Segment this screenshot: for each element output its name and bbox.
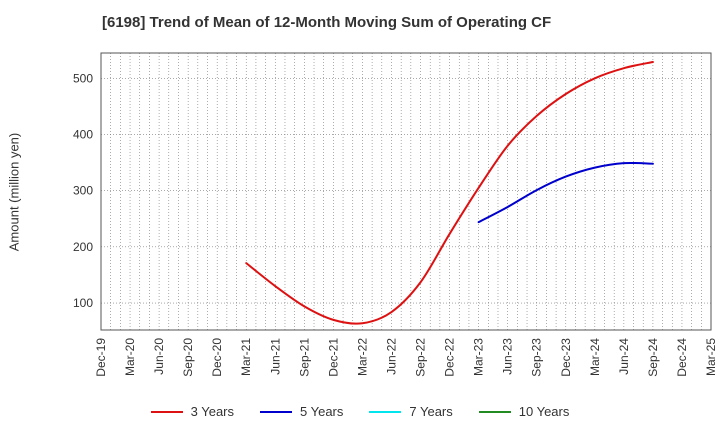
x-tick-label: Dec-19 bbox=[94, 338, 108, 377]
legend-label: 7 Years bbox=[409, 404, 453, 419]
legend-item: 3 Years bbox=[150, 404, 234, 419]
x-tick-label: Jun-24 bbox=[617, 338, 631, 375]
legend-swatch bbox=[150, 410, 183, 413]
x-tick-label: Sep-23 bbox=[530, 338, 544, 377]
x-tick-label: Dec-22 bbox=[443, 338, 457, 377]
x-tick-label: Dec-20 bbox=[210, 338, 224, 377]
x-tick-label: Sep-24 bbox=[646, 338, 660, 377]
x-tick-label: Mar-24 bbox=[588, 338, 602, 376]
x-tick-label: Mar-25 bbox=[704, 338, 718, 376]
x-tick-label: Mar-23 bbox=[472, 338, 486, 376]
chart-title: [6198] Trend of Mean of 12-Month Moving … bbox=[102, 14, 552, 31]
y-tick-label: 200 bbox=[73, 240, 93, 254]
series-line-5-years bbox=[477, 161, 654, 224]
x-tick-label: Mar-21 bbox=[239, 338, 253, 376]
x-tick-label: Dec-21 bbox=[326, 338, 340, 377]
legend: 3 Years 5 Years 7 Years 10 Years bbox=[0, 404, 720, 419]
x-tick-label: Dec-24 bbox=[675, 338, 689, 377]
x-tick-label: Sep-21 bbox=[297, 338, 311, 377]
y-tick-label: 300 bbox=[73, 184, 93, 198]
x-tick-label: Mar-22 bbox=[355, 338, 369, 376]
x-tick-label: Jun-21 bbox=[268, 338, 282, 375]
plot-frame bbox=[100, 52, 712, 331]
x-tick-label: Sep-22 bbox=[414, 338, 428, 377]
legend-item: 5 Years bbox=[260, 404, 343, 419]
x-tick-label: Sep-20 bbox=[181, 338, 195, 377]
x-tick-label: Dec-23 bbox=[559, 338, 573, 377]
series-line-3-years bbox=[245, 60, 654, 325]
legend-swatch bbox=[260, 410, 292, 413]
legend-swatch bbox=[369, 410, 402, 413]
y-tick-label: 500 bbox=[73, 71, 93, 85]
legend-label: 10 Years bbox=[518, 404, 570, 419]
y-tick-label: 400 bbox=[73, 127, 93, 141]
legend-label: 3 Years bbox=[190, 404, 234, 419]
legend-item: 7 Years bbox=[369, 404, 453, 419]
x-tick-label: Mar-20 bbox=[123, 338, 137, 376]
y-tick-label: 100 bbox=[73, 296, 93, 310]
x-tick-label: Jun-23 bbox=[501, 338, 515, 375]
x-tick-label: Jun-22 bbox=[384, 338, 398, 375]
legend-label: 5 Years bbox=[300, 404, 344, 419]
legend-item: 10 Years bbox=[478, 404, 570, 419]
legend-swatch bbox=[478, 410, 511, 413]
x-tick-label: Jun-20 bbox=[152, 338, 166, 375]
